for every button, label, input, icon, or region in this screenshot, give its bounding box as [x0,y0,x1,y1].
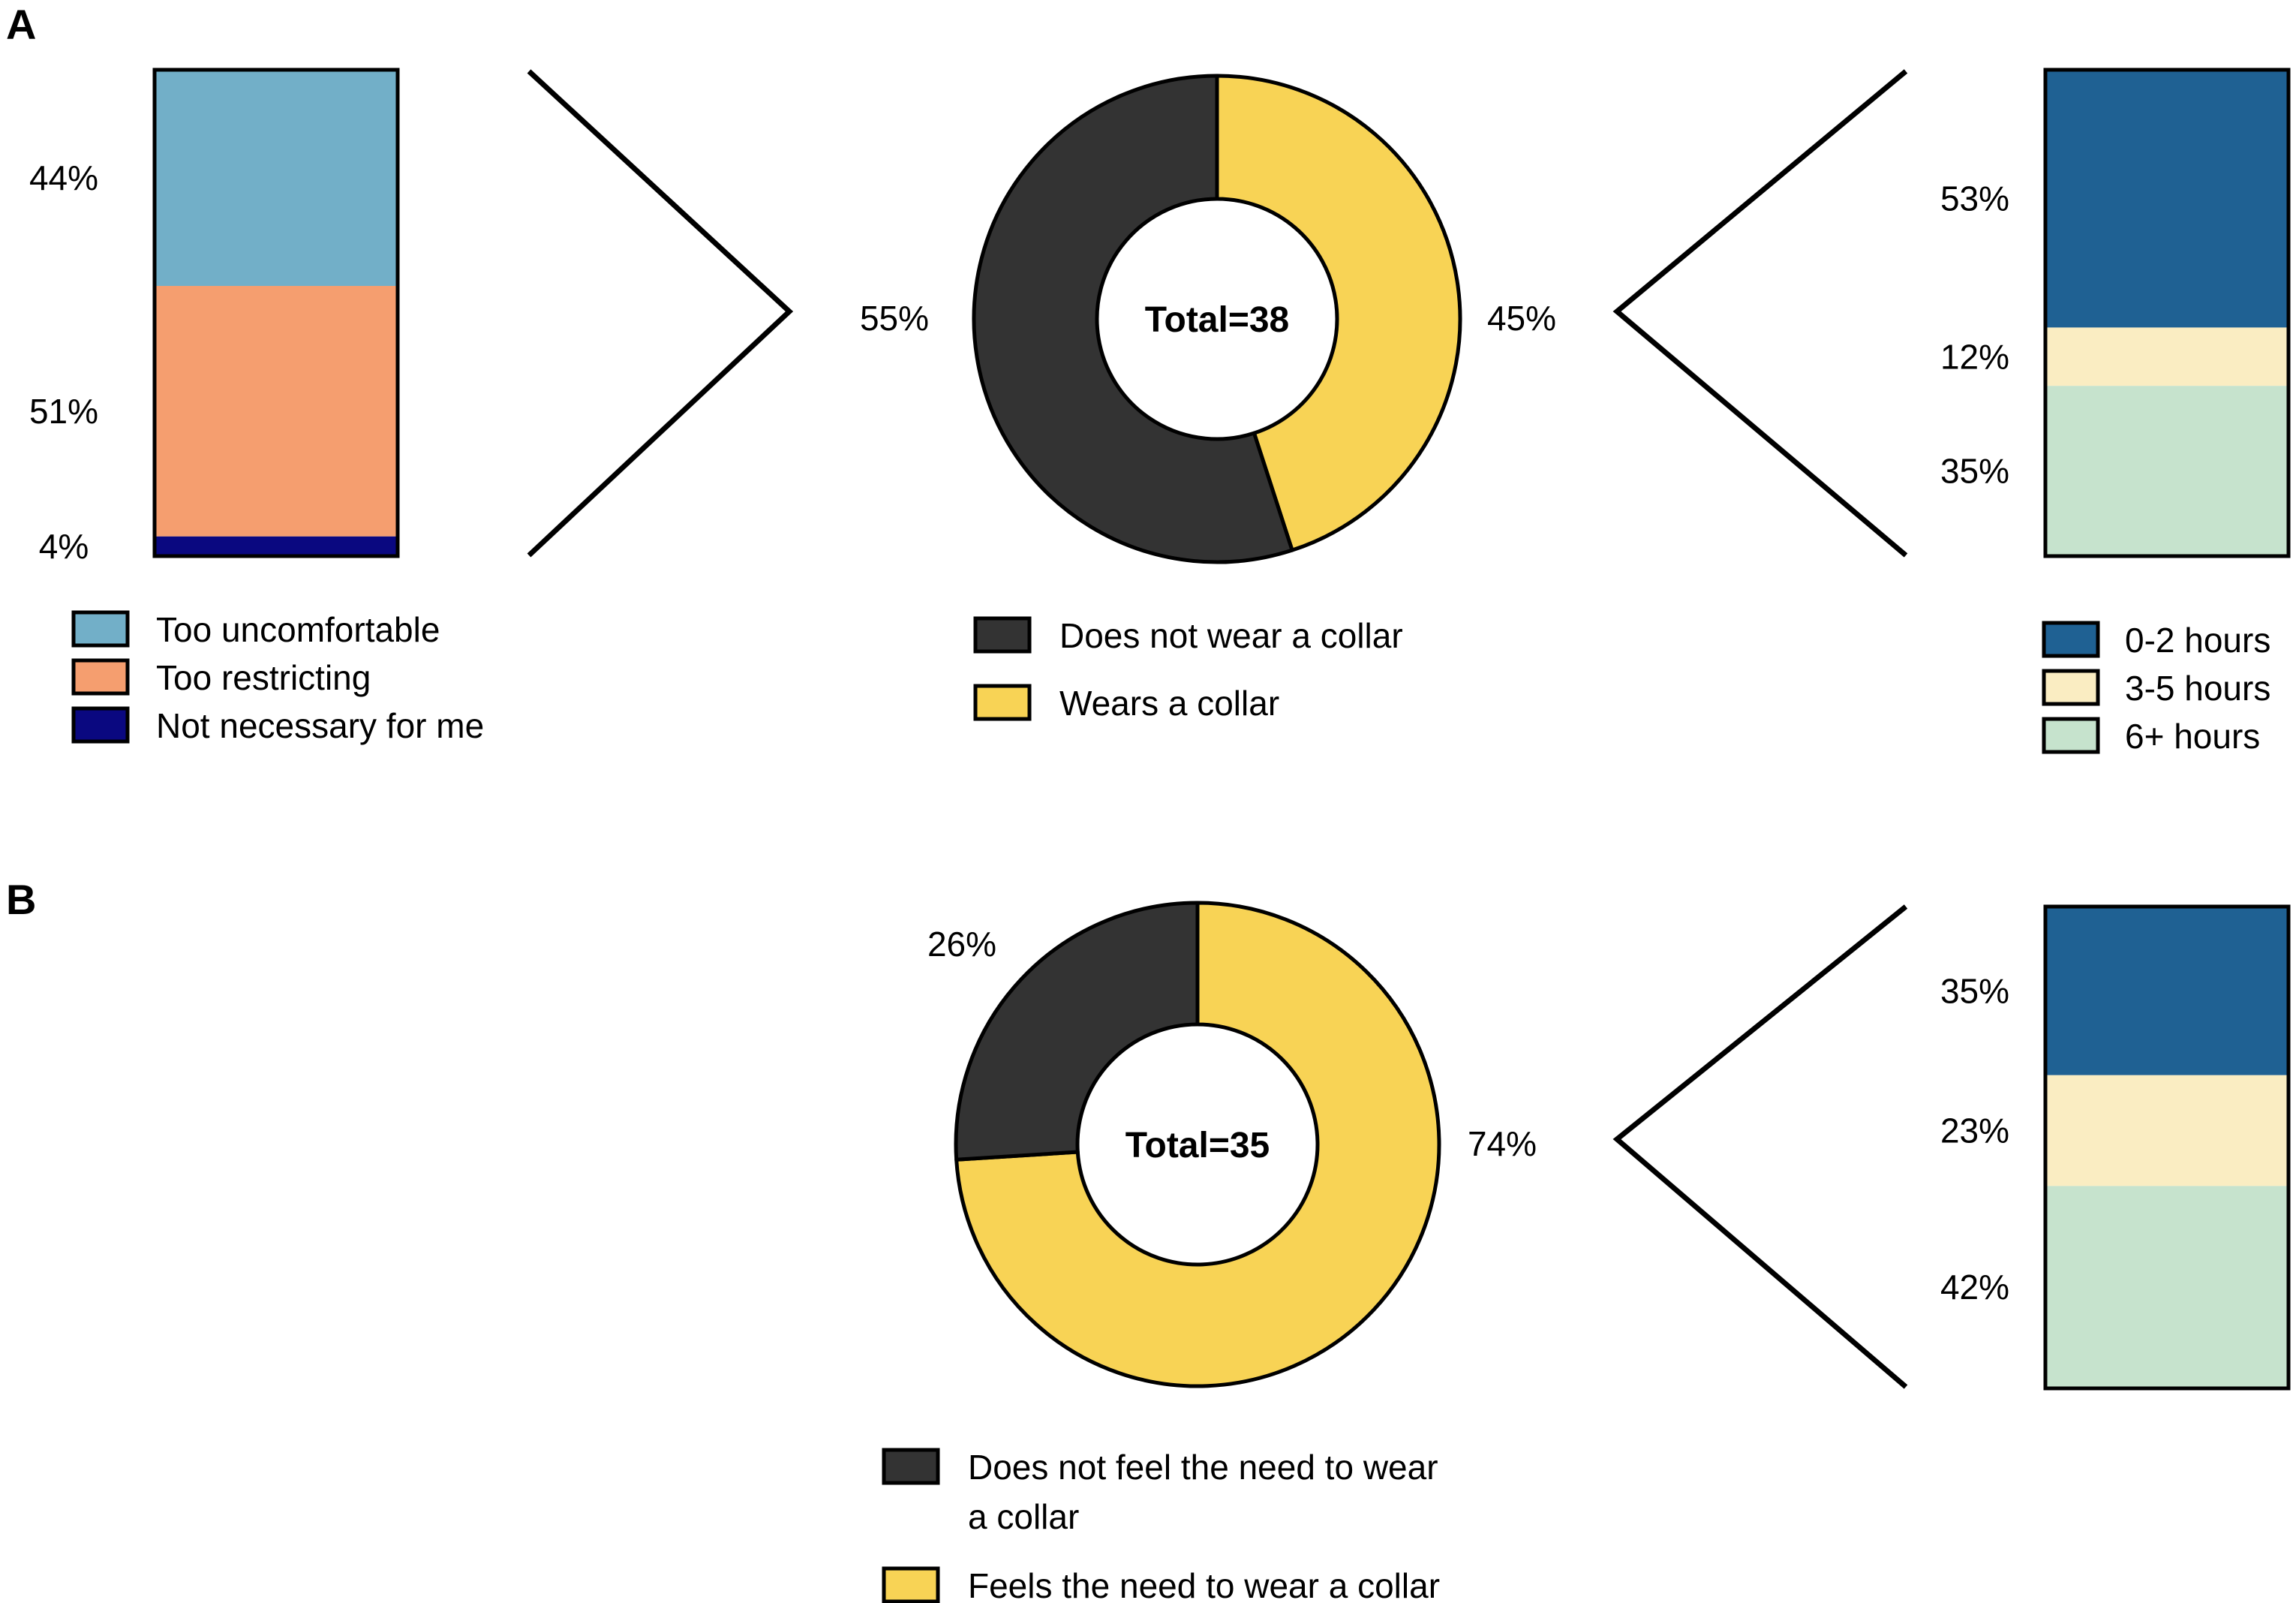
b-hours-value-label-2: 23% [1940,1111,2009,1150]
b-donut-value-label-1: 74% [1468,1124,1537,1163]
a-hours-value-label-3: 35% [1940,452,2009,491]
b-donut-legend-label-2: Feels the need to wear a collar [968,1566,1440,1603]
b-donut-slice-1 [954,901,1441,1388]
a-reasons-segment-3 [155,536,398,556]
a-donut-value-label-2: 55% [860,299,929,338]
a-hours-outline [2043,68,2291,558]
a-reasons-legend-label-1: Too uncomfortable [156,610,440,649]
a-donut-legend-swatch-2 [973,684,1032,721]
connector-b-right [1612,904,1908,1389]
a-donut-value-label-1: 45% [1487,299,1556,338]
panel-label-b: B [6,876,36,923]
panel-label-a: A [6,1,36,48]
a-donut-legend-swatch-1 [973,616,1032,654]
b-donut-legend-swatch-1 [882,1448,940,1485]
b-donut-slice-2 [954,901,1200,1162]
a-donut-slice-2 [972,74,1294,564]
b-hours-value-label-3: 42% [1940,1268,2009,1307]
a-hours-legend-swatch-3 [2042,717,2100,754]
a-reasons-segment-1 [155,70,398,286]
b-donut-legend-label-1-line-1: Does not feel the need to wear [968,1448,1438,1487]
a-hours-segment-3 [2045,386,2288,556]
a-reasons-segment-2 [155,286,398,537]
b-hours-segment-3 [2045,1186,2288,1388]
a-donut-slice-1 [1215,74,1462,552]
b-hours-segment-1 [2045,907,2288,1075]
a-reasons-legend-label-2: Too restricting [156,658,371,697]
a-hours-segment-2 [2045,327,2288,386]
a-hours-value-label-1: 53% [1940,179,2009,218]
charts-layer: 44% 51% 4% Too uncomfortable Too restricting… [29,68,2291,1603]
a-reasons-legend-swatch-3 [71,706,130,744]
a-hours-legend-label-1: 0-2 hours [2125,621,2270,660]
a-reasons-outline [152,68,400,558]
b-hours-segment-2 [2045,1075,2288,1186]
a-donut-legend-label-2: Wears a collar [1059,684,1279,723]
a-reasons-value-label-3: 4% [39,527,89,566]
b-donut-value-label-2: 26% [927,925,996,964]
connector-a-left [527,69,794,558]
connector-a-right [1612,69,1908,558]
a-reasons-legend-label-3: Not necessary for me [156,706,484,745]
b-donut-legend-label-1-line-2: a collar [968,1497,1079,1536]
a-hours-legend-label-3: 6+ hours [2125,717,2260,756]
a-donut-legend-label-1: Does not wear a collar [1059,616,1403,655]
a-reasons-legend-swatch-2 [71,658,130,696]
b-hours-value-label-1: 35% [1940,971,2009,1010]
a-hours-legend-swatch-2 [2042,669,2100,706]
b-hours-outline [2043,904,2291,1391]
a-reasons-legend-swatch-1 [71,610,130,648]
a-hours-value-label-2: 12% [1940,337,2009,376]
a-hours-legend-swatch-1 [2042,621,2100,658]
a-reasons-value-label-2: 51% [29,392,98,431]
a-hours-segment-1 [2045,70,2288,328]
b-donut-center-label: Total=35 [1125,1126,1270,1165]
b-donut-legend-swatch-2 [882,1566,940,1603]
a-reasons-value-label-1: 44% [29,158,98,197]
a-hours-legend-label-2: 3-5 hours [2125,669,2270,708]
a-donut-center-label: Total=38 [1145,300,1290,340]
